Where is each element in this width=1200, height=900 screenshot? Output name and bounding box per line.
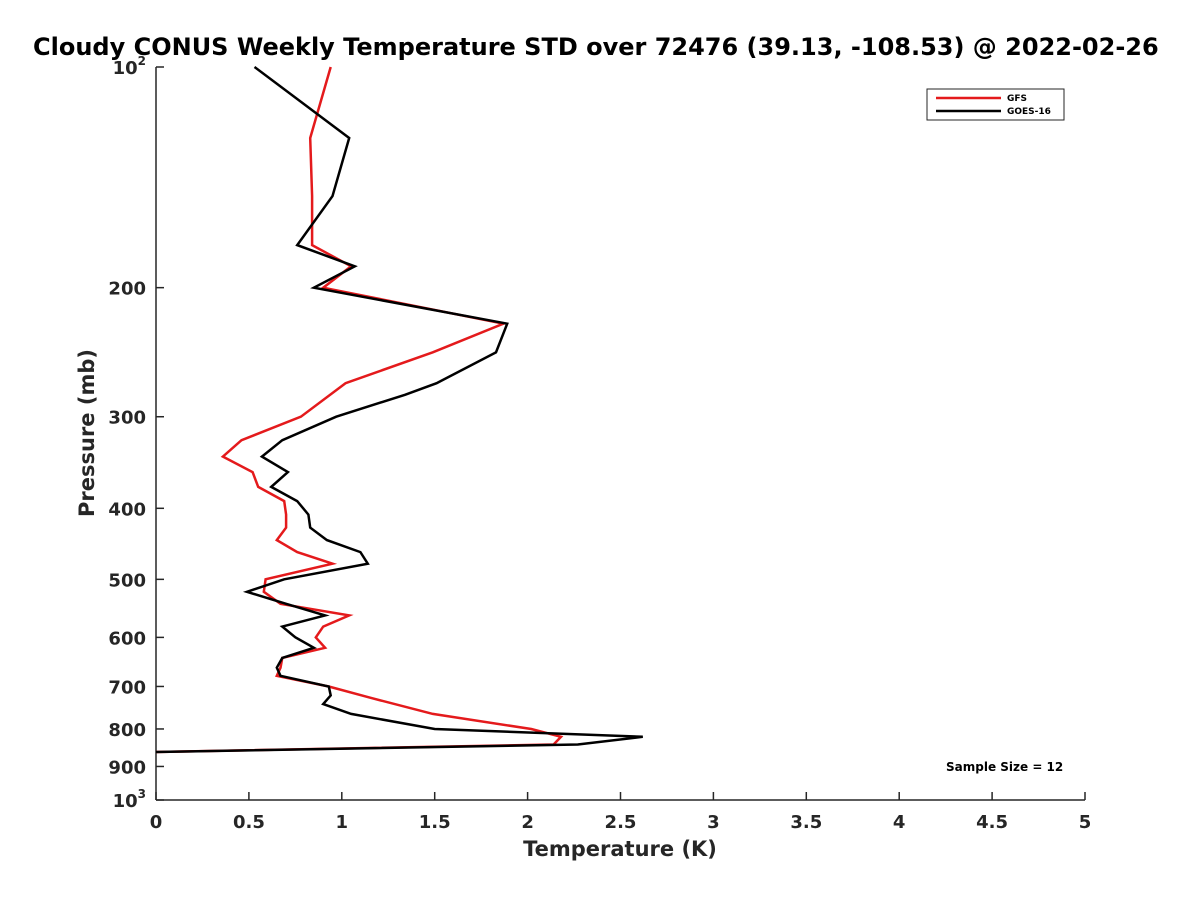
x-tick-label: 5	[1079, 812, 1092, 833]
y-tick-label: 900	[108, 757, 146, 778]
legend-label-goes-16: GOES-16	[1007, 107, 1051, 117]
y-tick-label: 800	[108, 720, 146, 741]
y-tick-label: 200	[108, 279, 146, 300]
x-tick-label: 2.5	[605, 812, 637, 833]
x-tick-label: 3.5	[790, 812, 822, 833]
y-tick-label: 400	[108, 499, 146, 520]
x-tick-label: 4	[893, 812, 906, 833]
x-axis-label: Temperature (K)	[523, 837, 717, 861]
y-tick-label: 103	[113, 787, 146, 812]
series-line-goes-16	[155, 65, 643, 754]
x-axis-ticks: 0 0.5 1 1.5 2 2.5 3 3.5 4 4.5 5	[150, 792, 1092, 833]
x-tick-label: 0	[150, 812, 163, 833]
chart-title: Cloudy CONUS Weekly Temperature STD over…	[33, 33, 1159, 61]
y-tick-label: 102	[113, 54, 146, 79]
legend-label-gfs: GFS	[1007, 94, 1027, 104]
x-tick-label: 4.5	[976, 812, 1008, 833]
y-axis-label: Pressure (mb)	[75, 349, 99, 517]
x-tick-label: 0.5	[233, 812, 265, 833]
sample-size-annotation: Sample Size = 12	[946, 760, 1063, 774]
x-tick-label: 1	[336, 812, 349, 833]
y-tick-label: 600	[108, 628, 146, 649]
legend: GFS GOES-16	[926, 88, 1065, 121]
y-tick-label: 300	[108, 408, 146, 429]
x-tick-label: 3	[707, 812, 720, 833]
legend-box	[926, 88, 1065, 121]
y-tick-label: 700	[108, 677, 146, 698]
y-axis-ticks: 102 200 300 400 500 600 700 800 900 103	[108, 54, 164, 812]
series-layer	[155, 65, 643, 754]
x-tick-label: 2	[521, 812, 534, 833]
y-tick-label: 500	[108, 570, 146, 591]
x-tick-label: 1.5	[419, 812, 451, 833]
